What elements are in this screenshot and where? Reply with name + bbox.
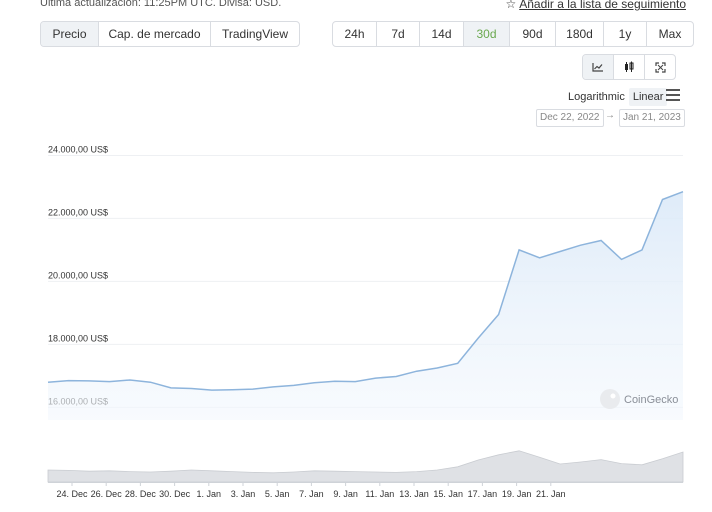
scale-logarithmic[interactable]: Logarithmic	[568, 91, 625, 103]
add-to-watchlist-link[interactable]: ☆ Añadir a la lista de seguimiento	[505, 0, 686, 11]
date-to-input[interactable]: Jan 21, 2023	[619, 109, 685, 127]
x-tick-label: 3. Jan	[231, 489, 256, 499]
y-tick-label: 20.000,00 US$	[48, 270, 108, 280]
x-tick-label: 11. Jan	[365, 489, 394, 499]
date-from-input[interactable]: Dec 22, 2022	[536, 109, 604, 127]
x-tick-label: 9. Jan	[333, 489, 358, 499]
x-tick-label: 15. Jan	[433, 489, 463, 499]
x-tick-label: 30. Dec	[159, 489, 191, 499]
x-tick-label: 26. Dec	[91, 489, 123, 499]
price-area	[48, 191, 683, 420]
chart-view-toggle	[582, 54, 676, 80]
x-tick-label: 17. Jan	[468, 489, 498, 499]
y-tick-label: 24.000,00 US$	[48, 144, 108, 154]
last-update-note: Última actualización: 11:25PM UTC. Divis…	[40, 0, 282, 9]
range-max[interactable]: Max	[658, 27, 682, 41]
y-tick-label: 22.000,00 US$	[48, 207, 108, 217]
price-line	[47, 190, 684, 391]
x-tick-label: 7. Jan	[299, 489, 324, 499]
star-icon: ☆	[505, 0, 517, 11]
range-24h[interactable]: 24h	[333, 22, 377, 46]
scale-toggle: Logarithmic Linear	[564, 88, 668, 106]
date-range-arrow: →	[605, 110, 615, 121]
x-tick-label: 24. Dec	[56, 489, 88, 499]
volume-shape	[47, 450, 684, 483]
watermark-text: CoinGecko	[624, 394, 678, 406]
x-tick-label: 5. Jan	[265, 489, 290, 499]
x-axis: 24. Dec 26. Dec 28. Dec 30. Dec 1. Jan 3. Jan…	[48, 482, 683, 499]
range-30d[interactable]: 30d	[464, 22, 510, 46]
tab-tradingview[interactable]: TradingView	[221, 27, 289, 41]
range-14d[interactable]: 14d	[420, 22, 464, 46]
range-180d[interactable]: 180d	[556, 22, 604, 46]
x-tick-label: 21. Jan	[536, 489, 566, 499]
tab-price[interactable]: Precio	[41, 22, 99, 46]
range-7d[interactable]: 7d	[377, 22, 420, 46]
x-tick-label: 1. Jan	[197, 489, 222, 499]
x-tick-label: 28. Dec	[125, 489, 157, 499]
coingecko-watermark: CoinGecko	[600, 389, 678, 409]
line-chart-icon[interactable]	[583, 55, 614, 79]
volume-area	[47, 450, 684, 483]
watchlist-label: Añadir a la lista de seguimiento	[519, 0, 686, 11]
x-tick-label: 19. Jan	[502, 489, 532, 499]
chart-type-tabs: Precio Cap. de mercado TradingView	[40, 21, 300, 47]
scale-linear[interactable]: Linear	[628, 88, 668, 106]
fullscreen-icon[interactable]	[645, 55, 675, 79]
tab-market-cap[interactable]: Cap. de mercado	[99, 22, 211, 46]
x-tick-label: 13. Jan	[399, 489, 429, 499]
y-tick-label: 18.000,00 US$	[48, 333, 108, 343]
y-axis-labels: 16.000,00 US$18.000,00 US$20.000,00 US$2…	[48, 144, 108, 406]
hamburger-menu-icon[interactable]	[666, 89, 680, 101]
time-range-tabs: 24h 7d 14d 30d 90d 180d 1y Max	[332, 21, 694, 47]
range-1y[interactable]: 1y	[604, 22, 647, 46]
candlestick-icon[interactable]	[614, 55, 645, 79]
range-90d[interactable]: 90d	[510, 22, 556, 46]
